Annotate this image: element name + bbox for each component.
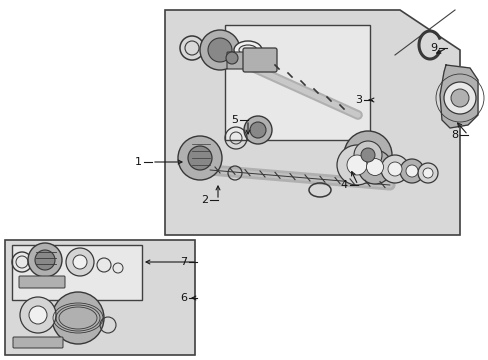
Circle shape xyxy=(20,297,56,333)
Circle shape xyxy=(387,162,401,176)
Circle shape xyxy=(443,82,475,114)
FancyBboxPatch shape xyxy=(243,48,276,72)
Circle shape xyxy=(200,30,240,70)
Circle shape xyxy=(346,155,366,175)
Circle shape xyxy=(417,163,437,183)
Text: 3: 3 xyxy=(354,95,361,105)
Circle shape xyxy=(360,148,374,162)
Circle shape xyxy=(422,168,432,178)
Circle shape xyxy=(249,122,265,138)
Circle shape xyxy=(187,146,212,170)
FancyBboxPatch shape xyxy=(226,52,248,69)
Text: 4: 4 xyxy=(340,180,347,190)
Ellipse shape xyxy=(234,41,262,59)
Polygon shape xyxy=(164,10,459,235)
FancyBboxPatch shape xyxy=(13,337,63,348)
Circle shape xyxy=(244,116,271,144)
Circle shape xyxy=(207,38,231,62)
Circle shape xyxy=(405,165,417,177)
Text: 6: 6 xyxy=(180,293,186,303)
Text: 8: 8 xyxy=(450,130,457,140)
Polygon shape xyxy=(192,143,213,170)
Bar xyxy=(5,240,195,355)
Circle shape xyxy=(336,145,376,185)
Circle shape xyxy=(225,52,238,64)
Circle shape xyxy=(366,158,383,175)
Circle shape xyxy=(399,159,423,183)
Text: 7: 7 xyxy=(180,257,186,267)
Circle shape xyxy=(52,292,104,344)
Bar xyxy=(224,25,369,140)
Circle shape xyxy=(178,136,222,180)
Polygon shape xyxy=(439,65,477,128)
Circle shape xyxy=(353,141,381,169)
FancyBboxPatch shape xyxy=(19,276,65,288)
Circle shape xyxy=(35,250,55,270)
Circle shape xyxy=(380,155,408,183)
Ellipse shape xyxy=(239,45,257,55)
Circle shape xyxy=(66,248,94,276)
Text: 5: 5 xyxy=(230,115,238,125)
Circle shape xyxy=(357,150,391,184)
Circle shape xyxy=(29,306,47,324)
Bar xyxy=(12,245,142,300)
Circle shape xyxy=(343,131,391,179)
Text: 2: 2 xyxy=(201,195,207,205)
Circle shape xyxy=(450,89,468,107)
Text: 1: 1 xyxy=(135,157,142,167)
Circle shape xyxy=(73,255,87,269)
Text: 9: 9 xyxy=(429,43,436,53)
Circle shape xyxy=(28,243,62,277)
